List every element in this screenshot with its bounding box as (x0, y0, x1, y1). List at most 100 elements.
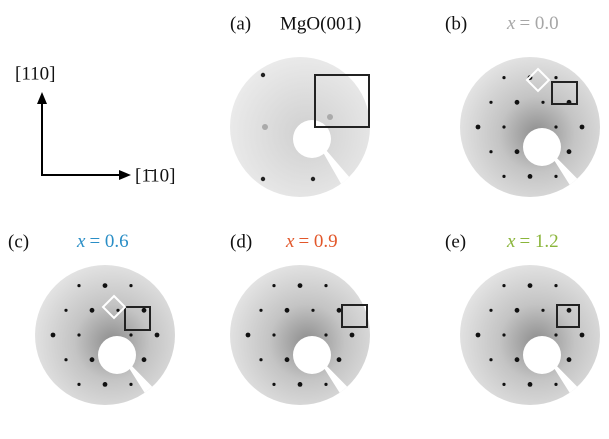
diffraction-spot (51, 333, 56, 338)
diffraction-spot (476, 333, 481, 338)
diffraction-spot (337, 357, 342, 362)
diffraction-spot (90, 357, 95, 362)
diffraction-spot (567, 308, 572, 313)
diffraction-spot (261, 73, 265, 77)
diffraction-spot (502, 284, 505, 287)
diffraction-spot (489, 309, 492, 312)
leed-panel: (d) x= 0.9 (230, 231, 375, 425)
diffraction-spot (64, 358, 67, 361)
leed-panel: (c) x= 0.6 (8, 231, 180, 425)
diffraction-spot (515, 100, 520, 105)
diffraction-spot (541, 101, 544, 104)
leed-panel: (b) x= 0.0 (445, 13, 605, 217)
diffraction-spot (103, 283, 108, 288)
figure: [110] [1̄10] (a)MgO(001)(b)x= 0.0(c)x= 0… (0, 0, 609, 439)
diffraction-spot (515, 308, 520, 313)
value: = 1.2 (519, 231, 558, 252)
panel-label: x= 0.9 (285, 231, 338, 252)
diffraction-spot (129, 383, 132, 386)
variable: x (285, 231, 295, 252)
panel-tag: (b) (445, 13, 467, 34)
diffraction-spot (502, 333, 505, 336)
diffraction-spot (489, 150, 492, 153)
diffraction-spot (246, 333, 251, 338)
diffraction-spot (528, 174, 533, 179)
diffraction-spot (350, 333, 355, 338)
electron-gun (293, 120, 331, 158)
diffraction-spot (515, 357, 520, 362)
diffraction-spot (298, 283, 303, 288)
diffraction-spot (64, 309, 67, 312)
variable: x (506, 231, 516, 252)
diffraction-spot (554, 125, 557, 128)
diffraction-spot (324, 284, 327, 287)
diffraction-spot (129, 333, 132, 336)
diffraction-spot (502, 175, 505, 178)
diffraction-spot (580, 333, 585, 338)
diffraction-spot (528, 382, 533, 387)
diffraction-spot (324, 383, 327, 386)
diffraction-spot (554, 76, 557, 79)
value: = 0.6 (89, 231, 128, 252)
diffraction-spot (515, 149, 520, 154)
panel-label: x= 1.2 (506, 231, 559, 252)
diffraction-spot (142, 357, 147, 362)
direction-axes: [110] [1̄10] (15, 63, 175, 186)
diffraction-spot (103, 382, 108, 387)
diffraction-spot (502, 383, 505, 386)
body: {"axes": {"vertical": "[110]", "horizont… (0, 0, 609, 439)
panel-tag: (e) (445, 231, 466, 252)
diffraction-spot (77, 284, 80, 287)
axis-label: [110] (15, 63, 55, 84)
arrow-head (119, 170, 131, 180)
diffraction-spot (580, 125, 585, 130)
diffraction-spot (337, 308, 342, 313)
diffraction-spot (262, 124, 268, 130)
diffraction-spot (90, 308, 95, 313)
diffraction-spot (554, 333, 557, 336)
leed-panel: (e) x= 1.2 (445, 231, 605, 425)
diffraction-spot (476, 125, 481, 130)
diffraction-spot (502, 76, 505, 79)
diffraction-spot (116, 309, 119, 312)
diffraction-spot (259, 309, 262, 312)
panel-tag: (c) (8, 231, 29, 252)
diffraction-spot (272, 383, 275, 386)
electron-gun (523, 336, 561, 374)
diffraction-spot (489, 101, 492, 104)
diffraction-spot (272, 333, 275, 336)
diffraction-spot (129, 284, 132, 287)
panel-tag: (d) (230, 231, 252, 252)
panel-label: MgO(001) (280, 13, 361, 34)
diffraction-spot (285, 308, 290, 313)
value: = 0.0 (519, 13, 558, 34)
diffraction-spot (155, 333, 160, 338)
electron-gun (523, 128, 561, 166)
diffraction-spot (489, 358, 492, 361)
diffraction-spot (554, 284, 557, 287)
diffraction-spot (324, 333, 327, 336)
diffraction-spot (567, 149, 572, 154)
leed-panel: (a) MgO(001) (230, 13, 375, 217)
diffraction-spot (327, 114, 333, 120)
panel-label: x= 0.6 (76, 231, 129, 252)
diffraction-spot (554, 383, 557, 386)
electron-gun (98, 336, 136, 374)
diffraction-spot (77, 383, 80, 386)
diffraction-spot (554, 175, 557, 178)
panel-label: x= 0.0 (506, 13, 559, 34)
diffraction-spot (261, 177, 265, 181)
diffraction-spot (298, 382, 303, 387)
diffraction-spot (259, 358, 262, 361)
axis-label: [1̄10] (135, 165, 175, 186)
diffraction-spot (272, 284, 275, 287)
variable: x (76, 231, 86, 252)
panel-tag: (a) (230, 13, 251, 34)
page: body { margin: 0; background: #fff; widt… (0, 0, 609, 439)
diffraction-spot (311, 177, 315, 181)
diffraction-spot (311, 309, 314, 312)
diffraction-spot (502, 125, 505, 128)
diffraction-spot (528, 283, 533, 288)
diffraction-spot (142, 308, 147, 313)
diffraction-spot (541, 309, 544, 312)
